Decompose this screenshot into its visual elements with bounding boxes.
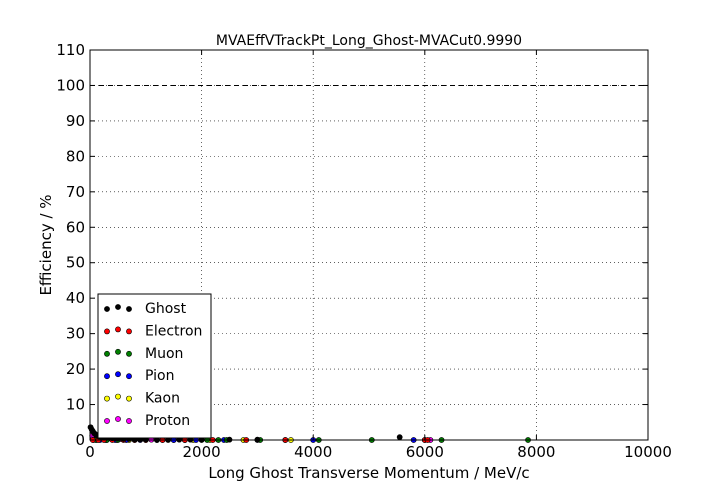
y-tick-label: 100 (56, 76, 85, 94)
legend-marker-kaon (115, 393, 121, 400)
y-tick-label: 90 (66, 112, 85, 130)
legend-label-muon: Muon (145, 346, 183, 362)
legend-marker-pion (126, 373, 132, 380)
legend-marker-electron (126, 328, 132, 335)
legend-marker-muon (104, 350, 110, 357)
y-tick-label: 80 (66, 147, 85, 165)
y-tick-label: 40 (66, 289, 85, 307)
legend-marker-muon (126, 350, 132, 357)
legend-marker-proton (126, 418, 132, 424)
x-tick-label: 2000 (183, 443, 221, 461)
legend-label-proton: Proton (145, 413, 190, 429)
y-tick-label: 20 (66, 360, 85, 378)
grid (90, 50, 648, 440)
legend-marker-ghost (126, 306, 132, 312)
y-tick-label: 50 (66, 254, 85, 272)
x-tick-label: 4000 (294, 443, 332, 461)
legend-marker-kaon (126, 395, 132, 402)
legend: Ghost Electron Muon Pion Kaon Proton (97, 293, 212, 439)
y-tick-label: 70 (66, 183, 85, 201)
y-tick-label: 0 (75, 431, 85, 449)
x-axis-label: Long Ghost Transverse Momentum / MeV/c (208, 464, 529, 482)
legend-box (97, 293, 212, 439)
legend-marker-pion (104, 373, 110, 380)
legend-marker-electron (104, 328, 110, 335)
x-tick-label: 8000 (517, 443, 555, 461)
legend-label-kaon: Kaon (145, 391, 180, 407)
legend-label-electron: Electron (145, 323, 202, 339)
x-tick-label: 0 (85, 443, 95, 461)
axis-ticks: 0 2000 4000 6000 8000 10000 0 10 20 30 40 50 60 70 80 9… (56, 41, 672, 461)
legend-marker-ghost (104, 306, 110, 312)
x-tick-label: 6000 (406, 443, 444, 461)
legend-marker-pion (115, 371, 121, 378)
y-tick-label: 30 (66, 325, 85, 343)
plot-frame (89, 49, 649, 441)
legend-marker-proton (115, 416, 121, 422)
y-axis-label: Efficiency / % (37, 194, 55, 295)
y-tick-label: 60 (66, 218, 85, 236)
x-tick-label: 10000 (624, 443, 672, 461)
legend-label-ghost: Ghost (145, 301, 187, 317)
legend-marker-ghost (115, 304, 121, 310)
chart-title: MVAEffVTrackPt_Long_Ghost-MVACut0.9990 (216, 33, 522, 49)
legend-marker-muon (115, 348, 121, 355)
y-tick-label: 10 (66, 396, 85, 414)
legend-marker-proton (104, 418, 110, 424)
ghost-point (396, 434, 403, 441)
legend-label-pion: Pion (145, 368, 174, 384)
legend-marker-kaon (104, 395, 110, 402)
legend-marker-electron (115, 326, 121, 333)
y-tick-label: 110 (56, 41, 85, 59)
